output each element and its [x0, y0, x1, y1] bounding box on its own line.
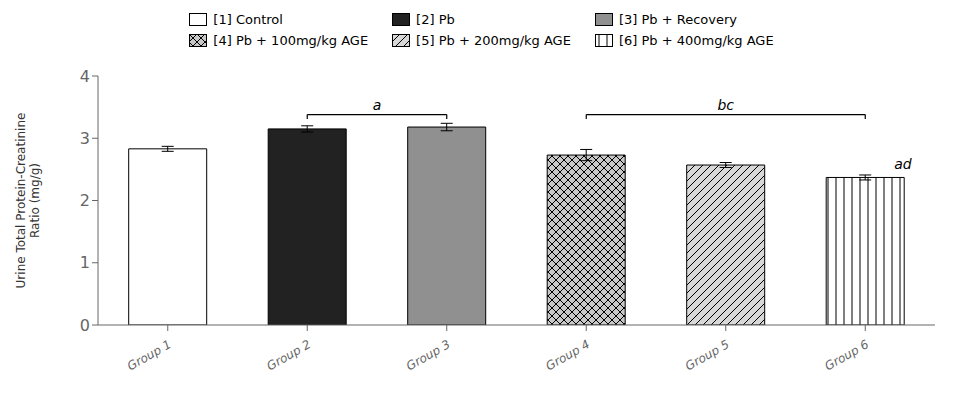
- svg-text:0: 0: [80, 316, 90, 335]
- html-text:[5] Pb + 200mg/kg AGE: [5] Pb + 200mg/kg AGE: [416, 33, 571, 48]
- svg-text:3: 3: [80, 129, 90, 148]
- svg-text:Group 3: Group 3: [404, 337, 453, 373]
- svg-text:1: 1: [80, 253, 90, 272]
- svg-text:2: 2: [80, 191, 90, 210]
- svg-text:Group 1: Group 1: [125, 337, 174, 373]
- html-text:[1] Control: [1] Control: [213, 12, 283, 27]
- svg-text:bc: bc: [717, 97, 734, 113]
- svg-text:ad: ad: [894, 156, 912, 172]
- html-text:[6] Pb + 400mg/kg AGE: [6] Pb + 400mg/kg AGE: [618, 33, 774, 48]
- svg-text:a: a: [373, 97, 382, 113]
- html-text:[2] Pb: [2] Pb: [416, 12, 455, 27]
- svg-text:Group 2: Group 2: [264, 337, 313, 373]
- svg-text:Urine Total Protein-Creatinine: Urine Total Protein-CreatinineRatio (mg/…: [14, 113, 42, 289]
- svg-text:Group 4: Group 4: [543, 337, 592, 373]
- svg-text:Group 5: Group 5: [683, 337, 732, 373]
- html-text:[3] Pb + Recovery: [3] Pb + Recovery: [618, 12, 737, 27]
- html-text:[4] Pb + 100mg/kg AGE: [4] Pb + 100mg/kg AGE: [213, 33, 369, 48]
- svg-text:Group 6: Group 6: [822, 337, 871, 373]
- svg-text:4: 4: [80, 67, 90, 86]
